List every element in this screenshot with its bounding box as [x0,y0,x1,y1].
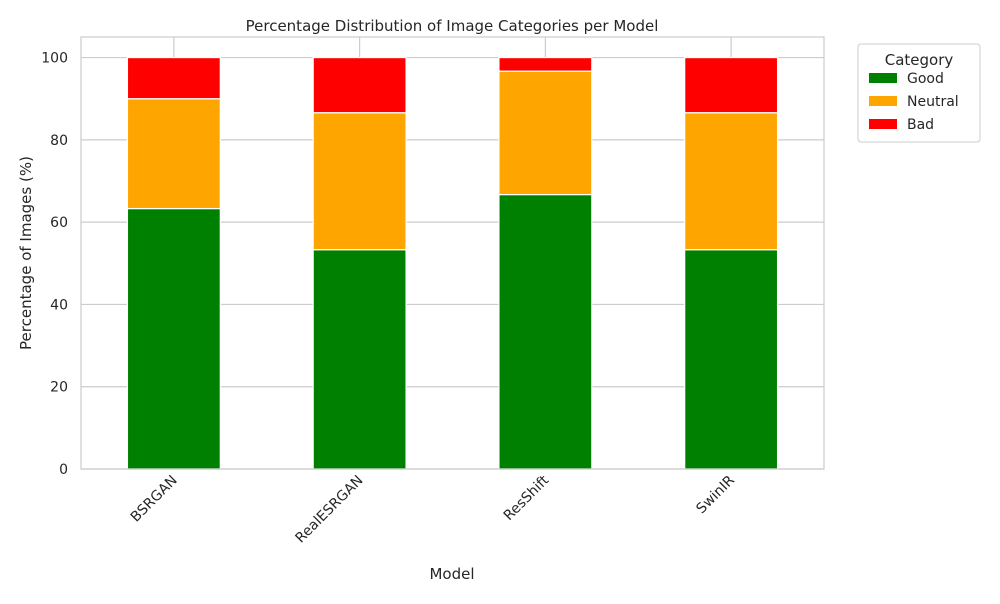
bar-bsrgan-neutral [126,98,221,210]
y-tick-label: 100 [41,51,68,67]
y-tick-label: 40 [50,297,68,313]
legend-swatch-good [869,73,897,83]
chart-title: Percentage Distribution of Image Categor… [246,17,659,35]
legend: Category Good Neutral Bad [857,43,981,143]
plot-area-frame [80,36,825,470]
bar-realesrgan-good [312,249,407,470]
legend-frame [857,43,981,143]
bar-resshift-good [498,193,593,470]
y-tick-label: 0 [59,462,68,478]
x-tick-label: BSRGAN [128,473,181,526]
bar-realesrgan-neutral [312,112,407,251]
bar-segments [126,56,779,470]
x-axis-label: Model [429,565,474,583]
legend-label-good: Good [907,71,944,87]
legend-swatch-bad [869,119,897,129]
legend-label-bad: Bad [907,117,934,133]
y-axis-label: Percentage of Images (%) [17,156,35,350]
x-tick-label: RealESRGAN [293,473,367,547]
bar-swinir-bad [684,56,779,114]
bar-swinir-good [684,249,779,470]
y-tick-label: 20 [50,380,68,396]
bar-swinir-neutral [684,112,779,251]
x-tick-label: ResShift [501,472,553,524]
legend-label-neutral: Neutral [907,94,959,110]
legend-items: Good Neutral Bad [869,71,959,133]
legend-swatch-neutral [869,96,897,106]
y-tick-label: 80 [50,133,68,149]
x-axis-ticks: BSRGAN RealESRGAN ResShift SwinIR [128,472,738,546]
bar-resshift-neutral [498,70,593,196]
legend-title: Category [885,51,954,69]
bar-resshift-bad [498,56,593,72]
x-tick-label: SwinIR [693,472,738,517]
bar-realesrgan-bad [312,56,407,114]
bar-bsrgan-good [126,207,221,470]
y-tick-label: 60 [50,215,68,231]
bar-bsrgan-bad [126,56,221,100]
y-axis-ticks: 0 20 40 60 80 100 [41,51,68,478]
